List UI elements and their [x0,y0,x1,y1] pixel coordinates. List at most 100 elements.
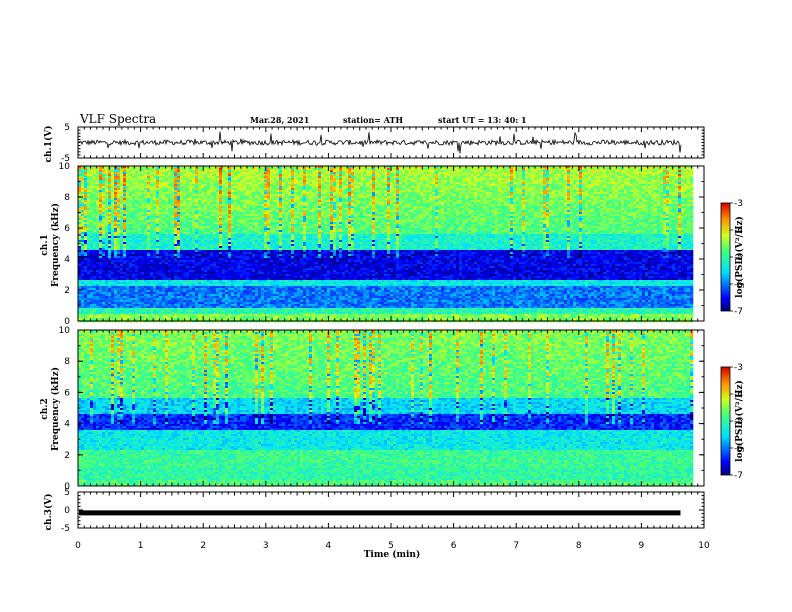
spectrogram-cell [486,196,489,198]
spectrogram-cell [459,210,462,212]
spectrogram-cell [297,172,300,174]
spectrogram-cell [357,190,360,192]
spectrogram-cell [483,170,486,172]
spectrogram-cell [345,194,348,196]
spectrogram-cell [357,178,360,180]
spectrogram-cell [666,206,669,208]
spectrogram-cell [591,188,594,190]
spectrogram-cell [384,204,387,206]
spectrogram-cell [201,206,204,208]
spectrogram-cell [105,202,108,204]
spectrogram-cell [600,188,603,190]
spectrogram-cell [642,192,645,194]
spectrogram-cell [348,168,351,170]
spectrogram-cell [462,172,465,174]
spectrogram-cell [453,186,456,188]
spectrogram-cell [570,170,573,172]
spectrogram-cell [480,188,483,190]
spectrogram-cell [525,202,528,204]
spectrogram-cell [654,184,657,186]
spectrogram-cell [510,190,513,192]
spectrogram-cell [252,196,255,198]
spectrogram-cell [192,200,195,202]
spectrogram-cell [423,174,426,176]
spectrogram-cell [642,200,645,202]
spectrogram-cell [141,194,144,196]
spectrogram-cell [111,194,114,196]
spectrogram-cell [519,204,522,206]
spectrogram-cell [408,178,411,180]
spectrogram-cell [264,190,267,192]
spectrogram-cell [360,190,363,192]
spectrogram-cell [276,186,279,188]
spectrogram-cell [354,198,357,200]
spectrogram-cell [135,168,138,170]
spectrogram-cell [207,202,210,204]
spectrogram-cell [618,178,621,180]
spectrogram-cell [387,174,390,176]
spectrogram-cell [177,172,180,174]
spectrogram-cell [339,210,342,212]
spectrogram-cell [633,178,636,180]
spectrogram-cell [390,180,393,182]
spectrogram-cell [198,190,201,192]
spectrogram-cell [321,188,324,190]
spectrogram-cell [576,174,579,176]
spectrogram-cell [663,202,666,204]
spectrogram-cell [240,202,243,204]
spectrogram-cell [417,180,420,182]
spectrogram-cell [339,178,342,180]
spectrogram-cell [255,176,258,178]
spectrogram-cell [636,168,639,170]
spectrogram-cell [144,186,147,188]
spectrogram-cell [573,176,576,178]
spectrogram-cell [105,206,108,208]
spectrogram-cell [219,184,222,186]
spectrogram-cell [435,206,438,208]
spectrogram-cell [285,208,288,210]
spectrogram-cell [219,204,222,206]
spectrogram-cell [312,210,315,212]
spectrogram-cell [543,174,546,176]
spectrogram-cell [318,196,321,198]
spectrogram-cell [294,202,297,204]
spectrogram-cell [99,204,102,206]
spectrogram-cell [204,188,207,190]
spectrogram-cell [459,190,462,192]
spectrogram-cell [276,202,279,204]
spectrogram-cell [267,200,270,202]
spectrogram-cell [672,188,675,190]
spectrogram-cell [540,172,543,174]
spectrogram-cell [84,210,87,212]
spectrogram-cell [105,192,108,194]
spectrogram-cell [453,192,456,194]
spectrogram-cell [561,176,564,178]
spectrogram-cell [138,182,141,184]
spectrogram-cell [327,172,330,174]
spectrogram-cell [669,194,672,196]
spectrogram-cell [333,192,336,194]
spectrogram-cell [390,204,393,206]
spectrogram-cell [567,170,570,172]
spectrogram-cell [435,192,438,194]
spectrogram-cell [690,176,693,178]
spectrogram-cell [438,196,441,198]
spectrogram-cell [345,208,348,210]
spectrogram-cell [249,186,252,188]
spectrogram-cell [330,184,333,186]
spectrogram-cell [249,190,252,192]
spectrogram-cell [147,194,150,196]
spectrogram-cell [255,172,258,174]
spectrogram-cell [249,206,252,208]
spectrogram-cell [261,206,264,208]
spectrogram-cell [114,184,117,186]
spectrogram-cell [582,170,585,172]
spectrogram-cell [441,190,444,192]
spectrogram-cell [258,172,261,174]
spectrogram-cell [642,188,645,190]
spectrogram-cell [264,184,267,186]
spectrogram-cell [351,170,354,172]
spectrogram-cell [663,208,666,210]
spectrogram-cell [237,208,240,210]
spectrogram-cell [210,202,213,204]
